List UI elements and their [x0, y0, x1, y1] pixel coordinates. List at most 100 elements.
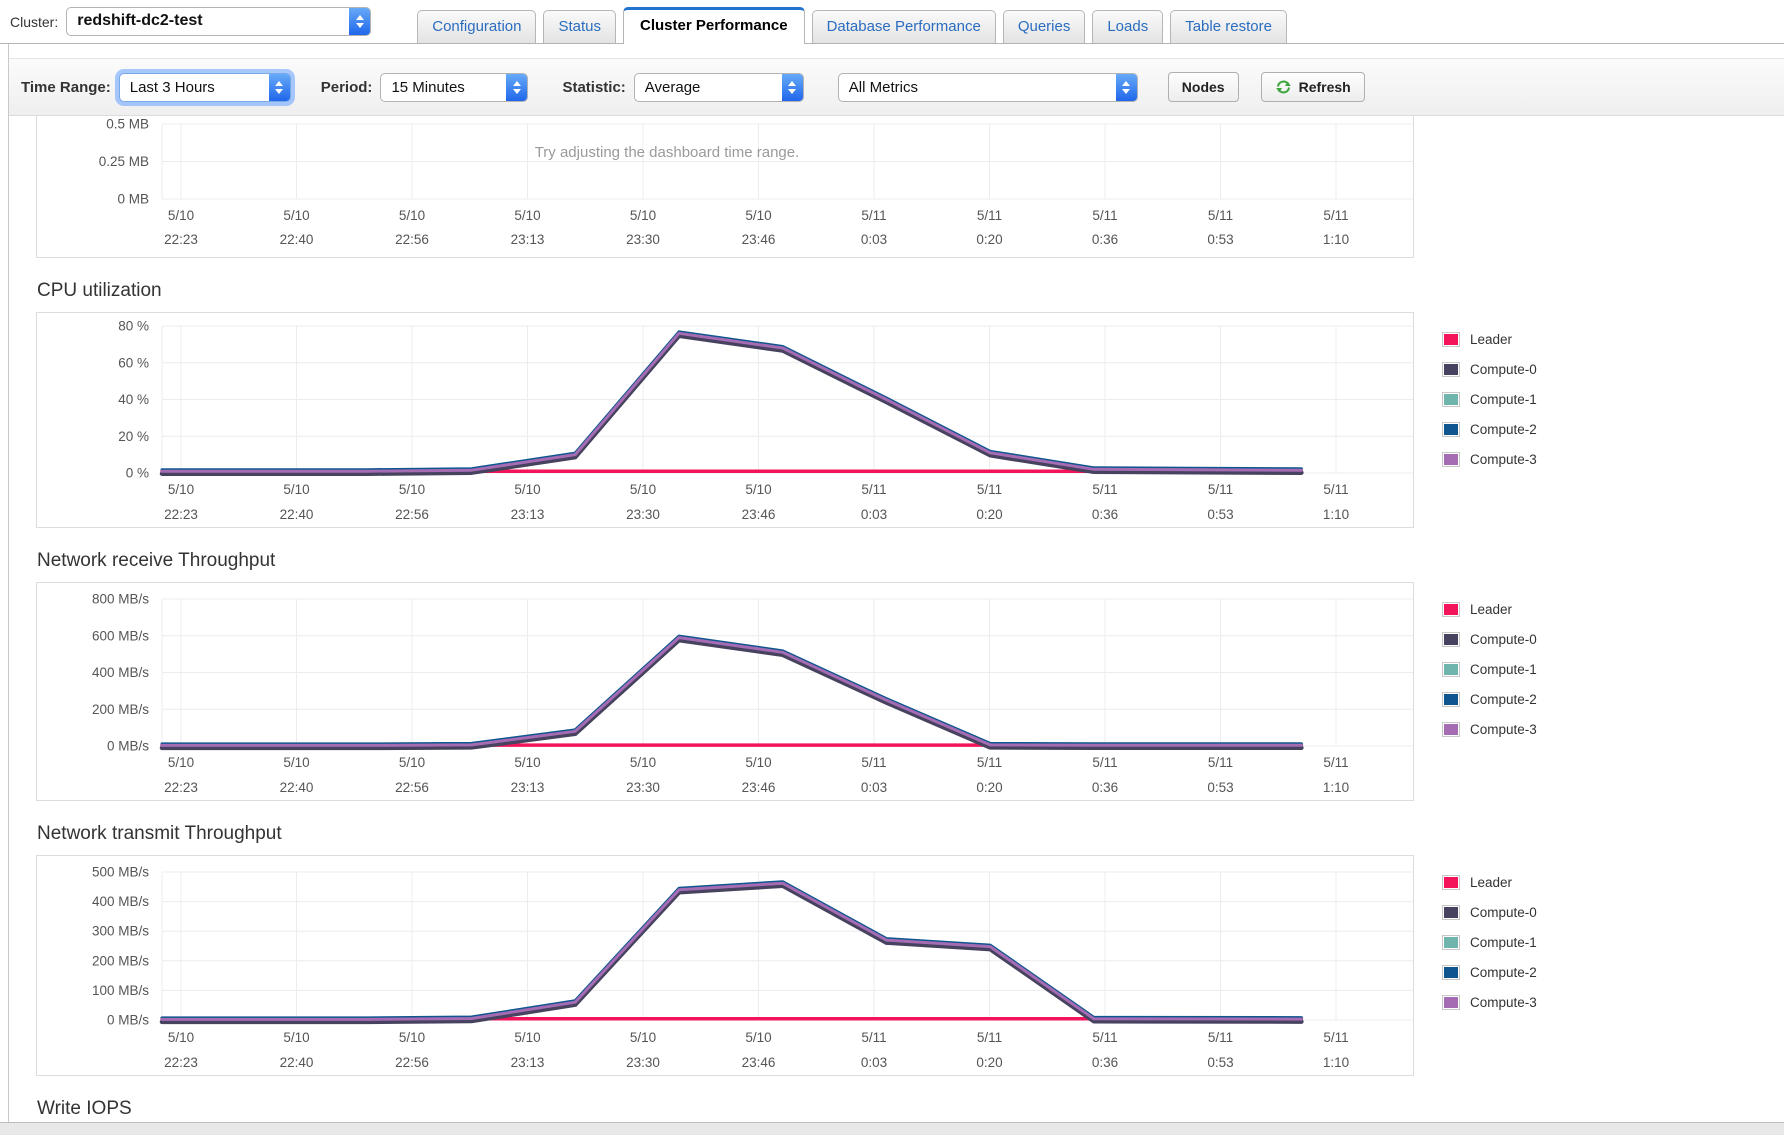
axis-label: 5/10 [399, 755, 425, 770]
axis-label: 23:30 [626, 780, 660, 795]
axis-label: 0:03 [861, 507, 887, 522]
axis-label: 0:36 [1092, 1055, 1118, 1070]
chart-title: Write IOPS [37, 1098, 1784, 1120]
axis-label: 5/11 [1323, 755, 1348, 770]
chart-plot: 80 %60 %40 %20 %0 %5/1022:235/1022:405/1… [36, 312, 1414, 528]
tab-status[interactable]: Status [543, 10, 616, 43]
refresh-button[interactable]: Refresh [1261, 72, 1365, 102]
period-label: Period: [321, 79, 373, 96]
axis-label: 22:56 [395, 232, 429, 247]
tab-table-restore[interactable]: Table restore [1170, 10, 1287, 43]
axis-label: 0:36 [1092, 780, 1118, 795]
axis-label: 5/10 [399, 208, 425, 223]
axis-label: 5/10 [399, 482, 425, 497]
chart-section: Write IOPS [9, 1098, 1784, 1120]
select-arrows-icon [269, 74, 290, 101]
axis-label: 5/10 [745, 755, 771, 770]
axis-label: 40 % [118, 392, 149, 407]
legend-item-compute-3: Compute-3 [1442, 722, 1537, 737]
axis-label: 5/10 [168, 1030, 194, 1045]
series-line-compute-3 [162, 883, 1301, 1019]
axis-label: 0:20 [976, 780, 1002, 795]
tab-database-performance[interactable]: Database Performance [812, 10, 996, 43]
axis-label: 1:10 [1323, 780, 1349, 795]
axis-label: 5/11 [1208, 482, 1233, 497]
axis-label: 1:10 [1323, 1055, 1349, 1070]
content-area: Time Range: Last 3 Hours Period: 15 Minu… [8, 44, 1784, 1122]
axis-label: 1:10 [1323, 232, 1349, 247]
axis-label: 22:23 [164, 1055, 198, 1070]
axis-label: 5/11 [861, 755, 886, 770]
time-range-value: Last 3 Hours [120, 74, 269, 101]
axis-label: 5/10 [630, 755, 656, 770]
axis-label: 22:56 [395, 1055, 429, 1070]
tab-queries[interactable]: Queries [1003, 10, 1086, 43]
axis-label: 5/11 [861, 208, 886, 223]
axis-label: 0.5 MB [106, 117, 149, 132]
chart-title: Network receive Throughput [37, 550, 1784, 572]
legend-swatch-icon [1442, 392, 1460, 407]
axis-label: 22:56 [395, 780, 429, 795]
axis-label: 5/11 [977, 208, 1002, 223]
cluster-select-value: redshift-dc2-test [67, 8, 349, 35]
statistic-select[interactable]: Average [634, 73, 804, 102]
axis-label: 0:20 [976, 1055, 1002, 1070]
legend-item-compute-0: Compute-0 [1442, 905, 1537, 920]
axis-label: 0 MB/s [107, 1013, 149, 1028]
axis-label: 22:40 [280, 1055, 314, 1070]
axis-label: 0:53 [1207, 232, 1233, 247]
axis-label: 0:36 [1092, 232, 1118, 247]
chart-plot: 500 MB/s400 MB/s300 MB/s200 MB/s100 MB/s… [36, 855, 1414, 1076]
axis-label: 5/11 [1208, 208, 1233, 223]
axis-label: 5/11 [1323, 482, 1348, 497]
legend-label: Compute-2 [1470, 692, 1537, 707]
chart-canvas: 0.5 MB0.25 MB0 MB5/1022:235/1022:405/102… [37, 116, 1414, 258]
axis-label: 5/10 [745, 482, 771, 497]
series-line-compute-1 [162, 335, 1301, 473]
chart-title: Network transmit Throughput [37, 823, 1784, 845]
legend-label: Compute-1 [1470, 392, 1537, 407]
axis-label: 0:03 [861, 232, 887, 247]
axis-label: 5/10 [168, 482, 194, 497]
legend-item-leader: Leader [1442, 332, 1537, 347]
axis-label: 22:23 [164, 232, 198, 247]
series-line-compute-3 [162, 333, 1301, 471]
axis-label: 0 MB [117, 192, 149, 207]
legend-item-compute-1: Compute-1 [1442, 935, 1537, 950]
series-line-compute-2 [162, 636, 1301, 744]
axis-label: 5/11 [861, 482, 886, 497]
cluster-select[interactable]: redshift-dc2-test [66, 7, 371, 36]
legend-item-leader: Leader [1442, 875, 1537, 890]
legend-label: Compute-0 [1470, 362, 1537, 377]
axis-label: 200 MB/s [92, 953, 149, 968]
time-range-select[interactable]: Last 3 Hours [119, 73, 291, 102]
legend-item-compute-0: Compute-0 [1442, 632, 1537, 647]
axis-label: 5/10 [514, 1030, 540, 1045]
legend-item-compute-1: Compute-1 [1442, 662, 1537, 677]
axis-label: 5/11 [1092, 1030, 1117, 1045]
legend-item-compute-2: Compute-2 [1442, 422, 1537, 437]
axis-label: 5/11 [1092, 482, 1117, 497]
select-arrows-icon [506, 74, 527, 101]
axis-label: 5/10 [630, 208, 656, 223]
axis-label: 23:46 [742, 780, 776, 795]
axis-label: 23:13 [511, 232, 545, 247]
chart-canvas: 800 MB/s600 MB/s400 MB/s200 MB/s0 MB/s5/… [37, 583, 1414, 801]
axis-label: 5/11 [1208, 1030, 1233, 1045]
axis-label: 60 % [118, 355, 149, 370]
tab-configuration[interactable]: Configuration [417, 10, 536, 43]
metrics-select[interactable]: All Metrics [838, 73, 1138, 102]
chart-canvas: 80 %60 %40 %20 %0 %5/1022:235/1022:405/1… [37, 313, 1414, 528]
axis-label: 5/11 [1323, 208, 1348, 223]
axis-label: 500 MB/s [92, 865, 149, 880]
nodes-button[interactable]: Nodes [1168, 72, 1239, 102]
legend-item-leader: Leader [1442, 602, 1537, 617]
axis-label: 0:36 [1092, 507, 1118, 522]
legend-swatch-icon [1442, 362, 1460, 377]
chart-section: 0.5 MB0.25 MB0 MB5/1022:235/1022:405/102… [9, 116, 1784, 258]
period-select[interactable]: 15 Minutes [380, 73, 528, 102]
tab-loads[interactable]: Loads [1092, 10, 1163, 43]
tab-cluster-performance[interactable]: Cluster Performance [623, 7, 805, 44]
axis-label: 0 MB/s [107, 739, 149, 754]
axis-label: 22:56 [395, 507, 429, 522]
